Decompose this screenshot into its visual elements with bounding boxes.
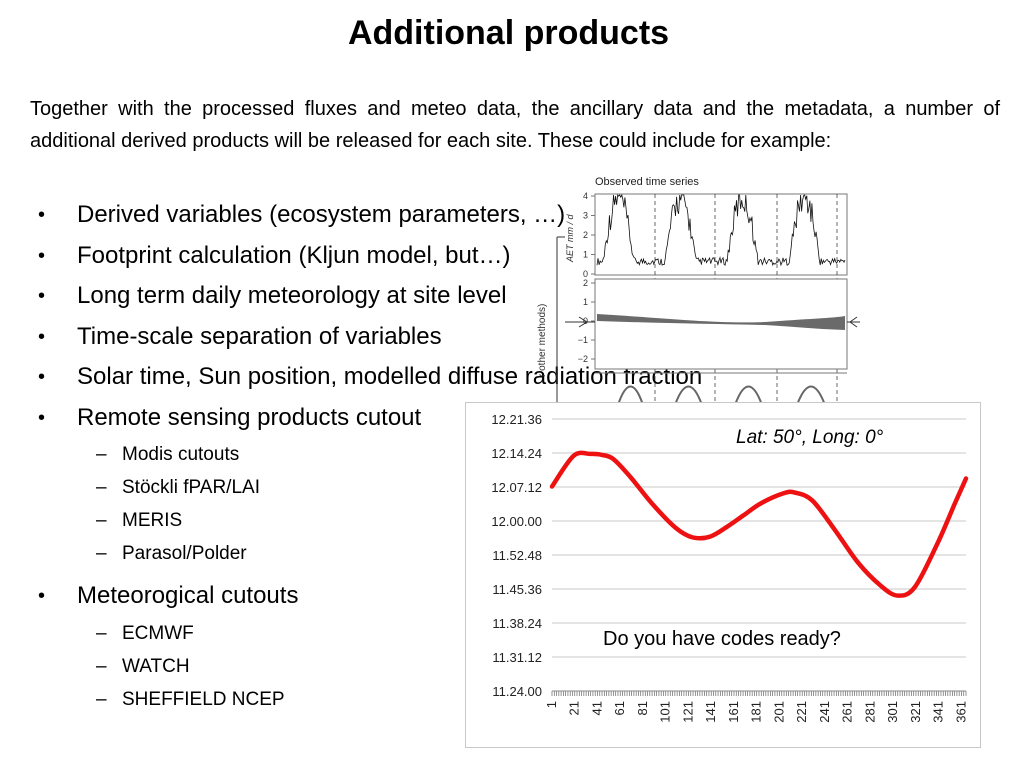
dash-marker: – xyxy=(96,655,107,677)
x-tick-label: 281 xyxy=(862,701,877,723)
codes-question: Do you have codes ready? xyxy=(603,628,841,650)
x-tick-label: 181 xyxy=(749,701,764,723)
x-tick-label: 101 xyxy=(658,701,673,723)
bullet-text: Long term daily meteorology at site leve… xyxy=(77,282,507,309)
bullet-marker: • xyxy=(38,366,46,388)
top-tick-label: 0 xyxy=(583,269,588,279)
arrow-head-left xyxy=(578,316,588,328)
y-tick-label: 11.52.48 xyxy=(492,548,542,563)
dash-marker: – xyxy=(96,543,107,564)
x-tick-label: 301 xyxy=(885,701,900,723)
trend-band xyxy=(597,314,845,330)
x-tick-label: 341 xyxy=(931,701,946,723)
bullet-marker: • xyxy=(38,406,46,429)
x-tick-label: 41 xyxy=(589,701,604,715)
middle-ylabel: r other methods) xyxy=(537,304,548,377)
top-tick-label: 3 xyxy=(583,211,588,221)
bullet-text: Derived variables (ecosystem parameters,… xyxy=(77,201,566,228)
top-tick-label: 2 xyxy=(583,230,588,240)
seasonal-peak xyxy=(796,385,826,405)
solar-noon-line xyxy=(549,450,969,598)
bullet-marker: • xyxy=(38,585,46,607)
y-tick-label: 11.24.00 xyxy=(492,684,542,699)
x-tick-label: 221 xyxy=(794,701,809,723)
observed-time-series-figure: Observed time series 4 3 2 1 0 AET mm / d 2 1 0 −1… xyxy=(515,172,860,405)
page-title: Additional products xyxy=(347,14,670,52)
top-tick-label: 4 xyxy=(583,191,588,201)
top-ylabel: AET mm / d xyxy=(565,214,575,263)
solar-time-chart: 12.21.36 12.14.24 12.07.12 12.00.00 11.52.48… xyxy=(465,402,981,748)
y-tick-label: 12.14.24 xyxy=(491,446,542,461)
dash-marker: – xyxy=(96,444,107,465)
bullet-marker: • xyxy=(38,204,46,226)
seasonal-peak xyxy=(734,385,763,405)
dash-marker: – xyxy=(96,688,107,710)
x-tick-label: 161 xyxy=(726,701,741,723)
bullet-text: Stöckli fPAR/LAI xyxy=(122,477,260,498)
x-tick-label: 321 xyxy=(908,701,923,723)
bullet-marker: • xyxy=(38,285,46,307)
bullet-text: Remote sensing products cutout xyxy=(77,403,422,431)
bullet-text: Footprint calculation (Kljun model, but…… xyxy=(77,241,511,269)
seasonal-peak xyxy=(674,385,703,405)
y-tick-label: 12.07.12 xyxy=(491,480,542,495)
middle-tick-label: −1 xyxy=(578,335,588,345)
bullet-text: MERIS xyxy=(122,510,183,531)
dash-marker: – xyxy=(96,510,107,531)
bullet-text: Meteorogical cutouts xyxy=(77,582,299,609)
figure-title: Observed time series xyxy=(595,176,699,188)
y-tick-label: 11.38.24 xyxy=(492,616,542,631)
arrow-head-right xyxy=(849,316,858,328)
x-tick-label: 241 xyxy=(817,701,832,723)
x-tick-label: 1 xyxy=(544,701,559,708)
bullet-text: ECMWF xyxy=(122,622,194,644)
y-tick-label: 12.21.36 xyxy=(491,412,542,427)
dash-marker: – xyxy=(96,477,107,498)
y-tick-label: 11.45.36 xyxy=(492,582,542,597)
x-tick-label: 61 xyxy=(612,701,627,715)
aet-series-line xyxy=(596,193,846,267)
middle-tick-label: 1 xyxy=(583,297,588,307)
middle-tick-label: 2 xyxy=(583,278,588,288)
dash-marker: – xyxy=(96,622,107,644)
bullet-text: Parasol/Polder xyxy=(122,543,247,564)
x-tick-label: 81 xyxy=(635,701,650,715)
y-tick-label: 12.00.00 xyxy=(491,514,542,529)
bullet-marker: • xyxy=(38,244,46,267)
x-tick-label: 141 xyxy=(703,701,718,723)
middle-tick-label: −2 xyxy=(578,354,588,364)
x-tick-label: 261 xyxy=(840,701,855,723)
seasonal-peak xyxy=(617,385,644,405)
bullet-text: WATCH xyxy=(122,655,190,677)
x-tick-label: 361 xyxy=(953,701,968,723)
bullet-text: Modis cutouts xyxy=(122,444,240,465)
bullet-text: Time-scale separation of variables xyxy=(77,322,442,350)
x-tick-label: 21 xyxy=(567,701,582,715)
location-annotation: Lat: 50°, Long: 0° xyxy=(736,427,884,448)
x-tick-label: 121 xyxy=(680,701,695,723)
bullet-text: SHEFFIELD NCEP xyxy=(122,688,285,710)
top-tick-label: 1 xyxy=(583,250,588,260)
bullet-marker: • xyxy=(38,325,46,348)
x-tick-label: 201 xyxy=(771,701,786,723)
y-tick-label: 11.31.12 xyxy=(492,650,542,665)
intro-paragraph: Together with the processed fluxes and m… xyxy=(30,98,1000,152)
